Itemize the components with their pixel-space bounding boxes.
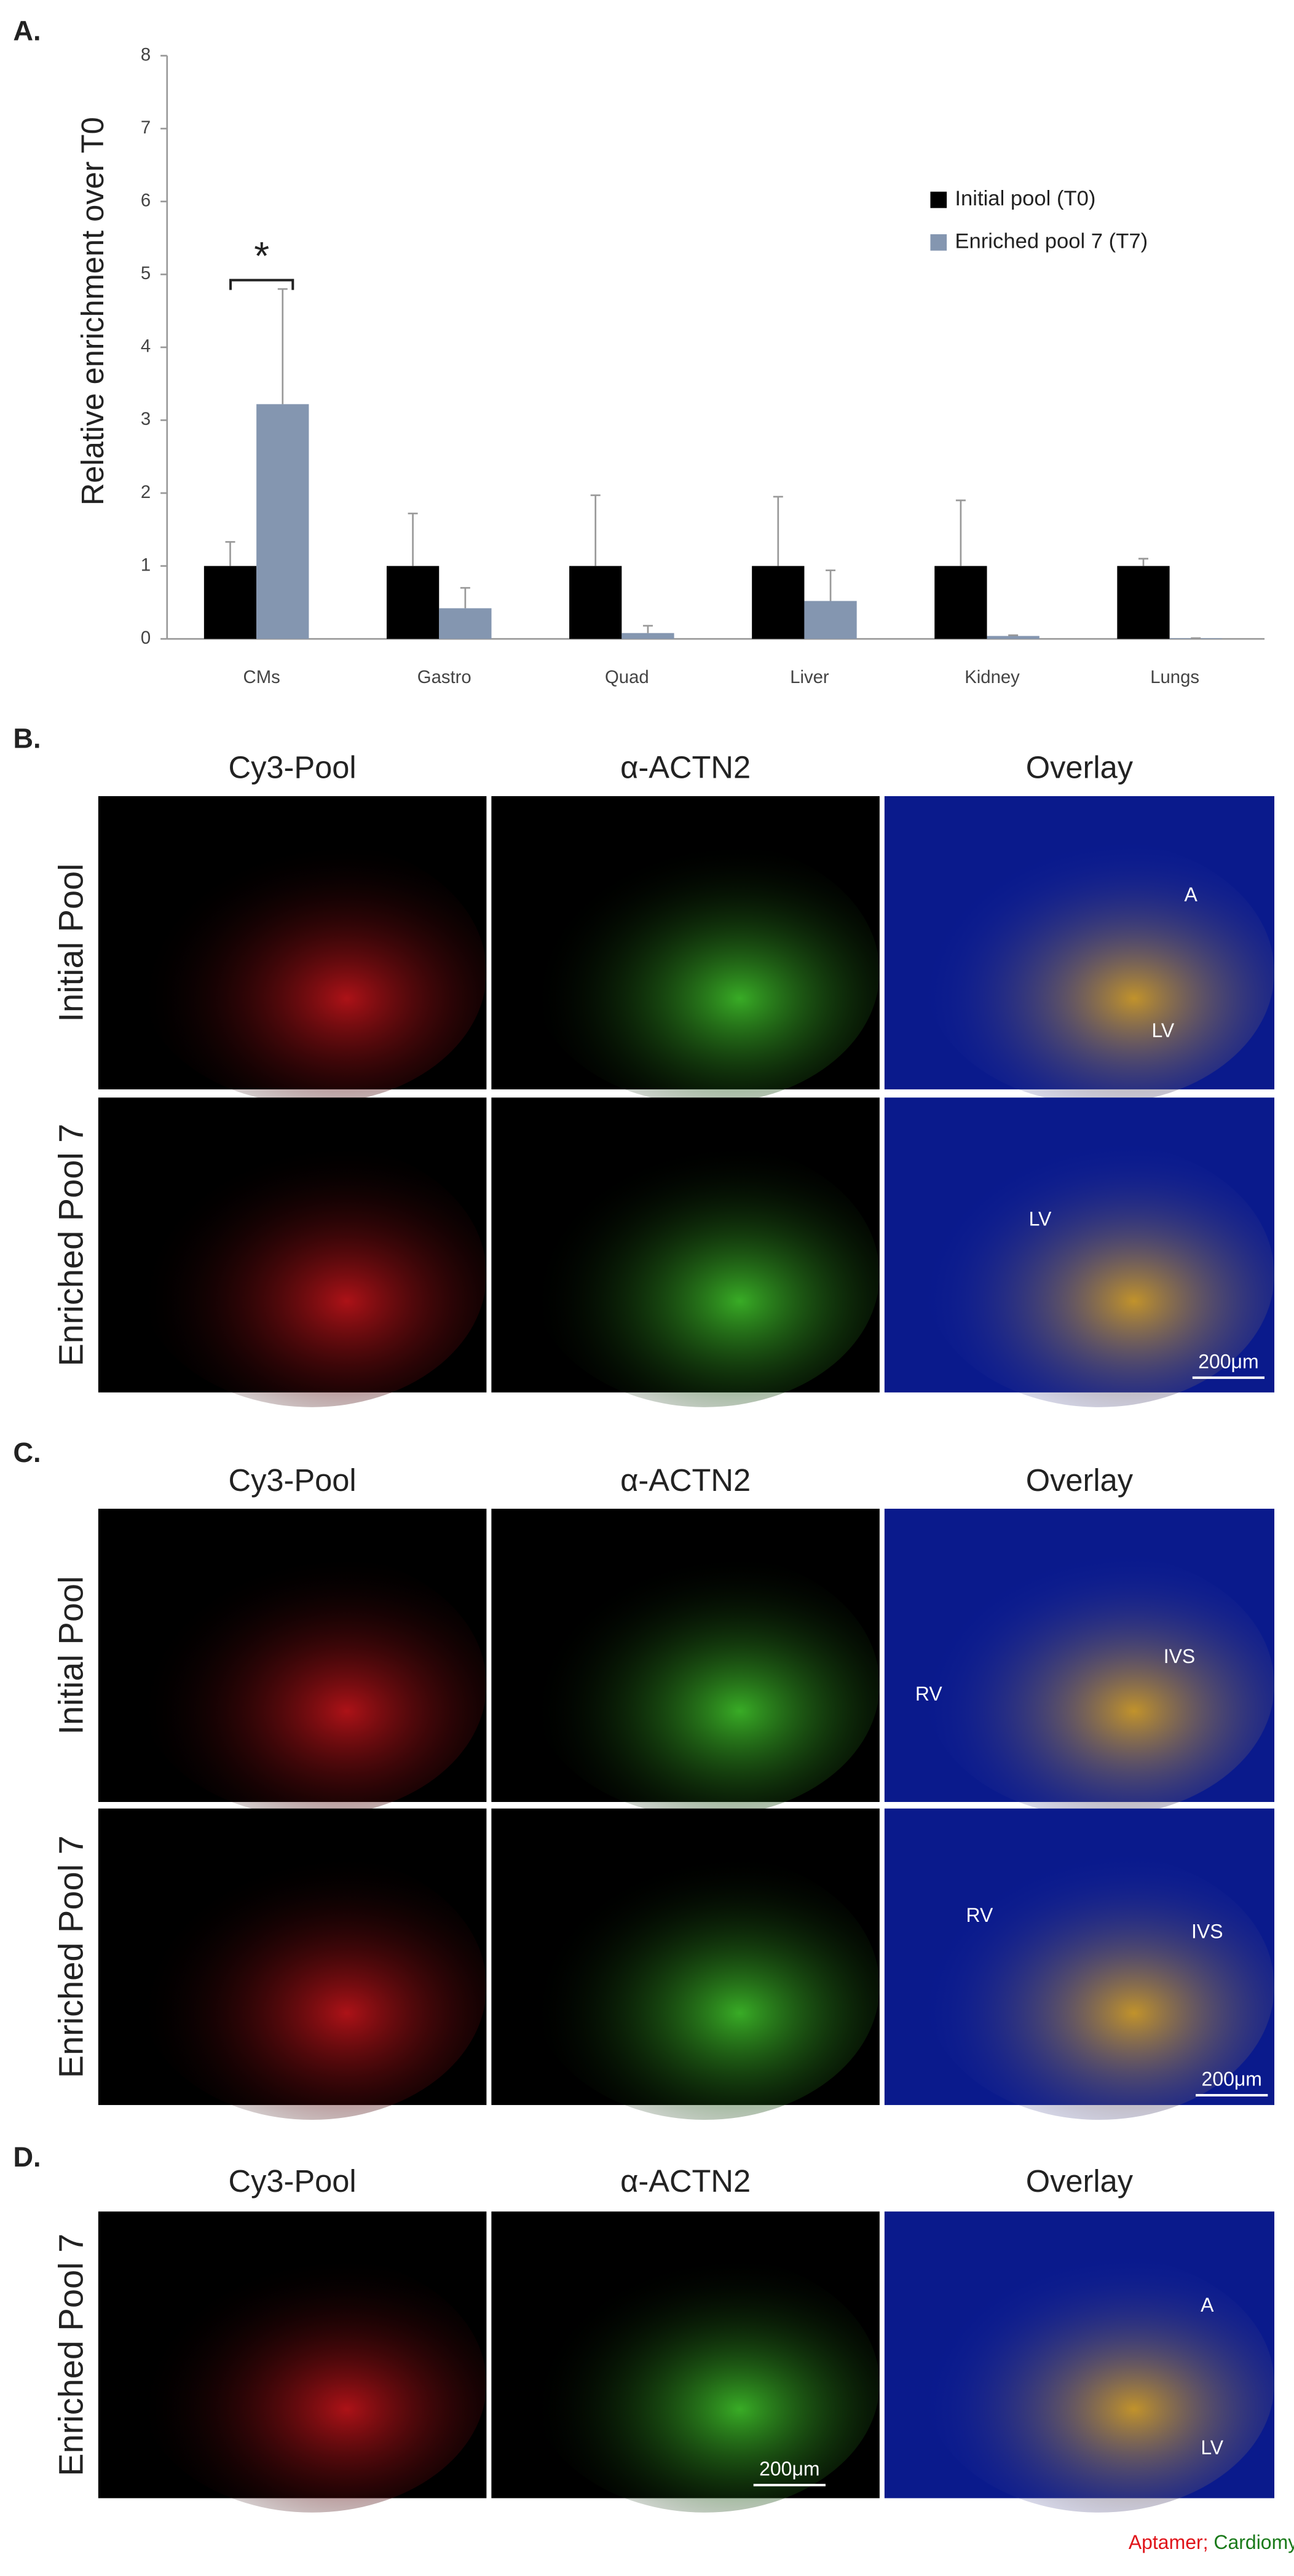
image-annotation: LV	[1151, 1019, 1174, 1041]
image-annotation: A	[1201, 2294, 1214, 2316]
micrograph-signal	[923, 840, 1275, 1104]
x-tick-label: Kidney	[965, 667, 1020, 687]
y-axis-label: Relative enrichment over T0	[75, 117, 110, 505]
micrograph-signal	[923, 2254, 1275, 2513]
micrograph-signal	[530, 2254, 880, 2513]
bar	[203, 566, 257, 639]
column-header: Cy3-Pool	[229, 1463, 357, 1498]
bar	[621, 633, 674, 639]
column-header: α-ACTN2	[620, 1463, 751, 1498]
column-header: α-ACTN2	[620, 750, 751, 785]
bar	[439, 608, 492, 639]
error-bar	[590, 494, 601, 566]
image-annotation: LV	[1029, 1208, 1052, 1230]
legend-label: Enriched pool 7 (T7)	[955, 229, 1148, 253]
column-header: Overlay	[1026, 750, 1134, 785]
x-tick-label: Gastro	[417, 667, 471, 687]
bar	[386, 566, 440, 639]
y-tick-label: 6	[141, 190, 151, 210]
micrograph-signal	[137, 1853, 487, 2120]
error-bar	[225, 541, 235, 566]
column-header: Overlay	[1026, 1463, 1134, 1498]
micrograph-signal	[923, 1853, 1275, 2120]
micrograph-signal	[137, 2254, 487, 2513]
panel-label: D.	[13, 2141, 41, 2173]
panel-label: A.	[13, 15, 41, 46]
caption: Aptamer; Cardiomyocytes; Nuclei	[1129, 2531, 1294, 2553]
x-tick-label: Quad	[605, 667, 649, 687]
bar	[569, 566, 622, 639]
micrograph-signal	[530, 1552, 880, 1817]
error-bar	[826, 569, 836, 601]
micrograph-signal	[530, 1142, 880, 1407]
y-tick-label: 0	[141, 628, 151, 648]
caption-part: Cardiomyocytes;	[1213, 2531, 1294, 2553]
row-label: Enriched Pool 7	[52, 2234, 90, 2476]
y-tick-label: 5	[141, 263, 151, 283]
y-tick-label: 8	[141, 44, 151, 65]
row-label: Initial Pool	[52, 863, 90, 1022]
micrograph-signal	[530, 1853, 880, 2120]
significance-bracket	[229, 279, 294, 290]
image-annotation: RV	[915, 1683, 943, 1705]
y-tick-label: 3	[141, 409, 151, 429]
x-tick-label: Lungs	[1150, 667, 1199, 687]
legend-label: Initial pool (T0)	[955, 187, 1095, 210]
column-header: Cy3-Pool	[229, 750, 357, 785]
bar	[934, 566, 987, 639]
image-annotation: RV	[966, 1904, 993, 1926]
row-label: Enriched Pool 7	[52, 1124, 90, 1367]
bar	[1117, 566, 1170, 639]
error-bar	[642, 625, 653, 633]
caption-part: Aptamer;	[1129, 2531, 1209, 2553]
panel-label: B.	[13, 722, 41, 754]
micrograph-signal	[923, 1142, 1275, 1407]
column-header: α-ACTN2	[620, 2163, 751, 2199]
bar	[752, 566, 805, 639]
bar	[804, 601, 857, 639]
image-annotation: 200μm	[1198, 1350, 1258, 1372]
micrograph-signal	[923, 1552, 1275, 1817]
column-header: Cy3-Pool	[229, 2163, 357, 2199]
y-tick-label: 1	[141, 555, 151, 575]
y-tick-label: 4	[141, 336, 151, 357]
error-bar	[277, 288, 288, 405]
legend-swatch	[930, 191, 947, 208]
micrograph-signal	[137, 1552, 487, 1817]
micrograph-signal	[530, 840, 880, 1104]
legend-swatch	[930, 234, 947, 251]
micrograph-signal	[137, 840, 487, 1104]
bar	[256, 404, 309, 639]
x-tick-label: Liver	[790, 667, 829, 687]
error-bar	[408, 512, 418, 566]
row-label: Initial Pool	[52, 1576, 90, 1734]
error-bar	[955, 499, 966, 566]
x-tick-label: CMs	[243, 667, 280, 687]
significance-marker: *	[254, 234, 269, 278]
image-annotation: LV	[1201, 2436, 1223, 2459]
bar	[987, 636, 1040, 639]
micrograph-signal	[137, 1142, 487, 1407]
image-annotation: 200μm	[759, 2458, 819, 2480]
row-label: Enriched Pool 7	[52, 1835, 90, 2078]
image-annotation: IVS	[1191, 1921, 1223, 1943]
column-header: Overlay	[1026, 2163, 1134, 2199]
image-annotation: A	[1184, 883, 1197, 906]
error-bar	[460, 587, 470, 609]
error-bar	[1138, 558, 1148, 566]
error-bar	[1008, 634, 1019, 636]
panel-label: C.	[13, 1437, 41, 1468]
image-annotation: IVS	[1164, 1645, 1196, 1667]
y-tick-label: 7	[141, 117, 151, 138]
image-annotation: 200μm	[1202, 2068, 1262, 2090]
y-tick-label: 2	[141, 482, 151, 502]
error-bar	[773, 496, 783, 566]
